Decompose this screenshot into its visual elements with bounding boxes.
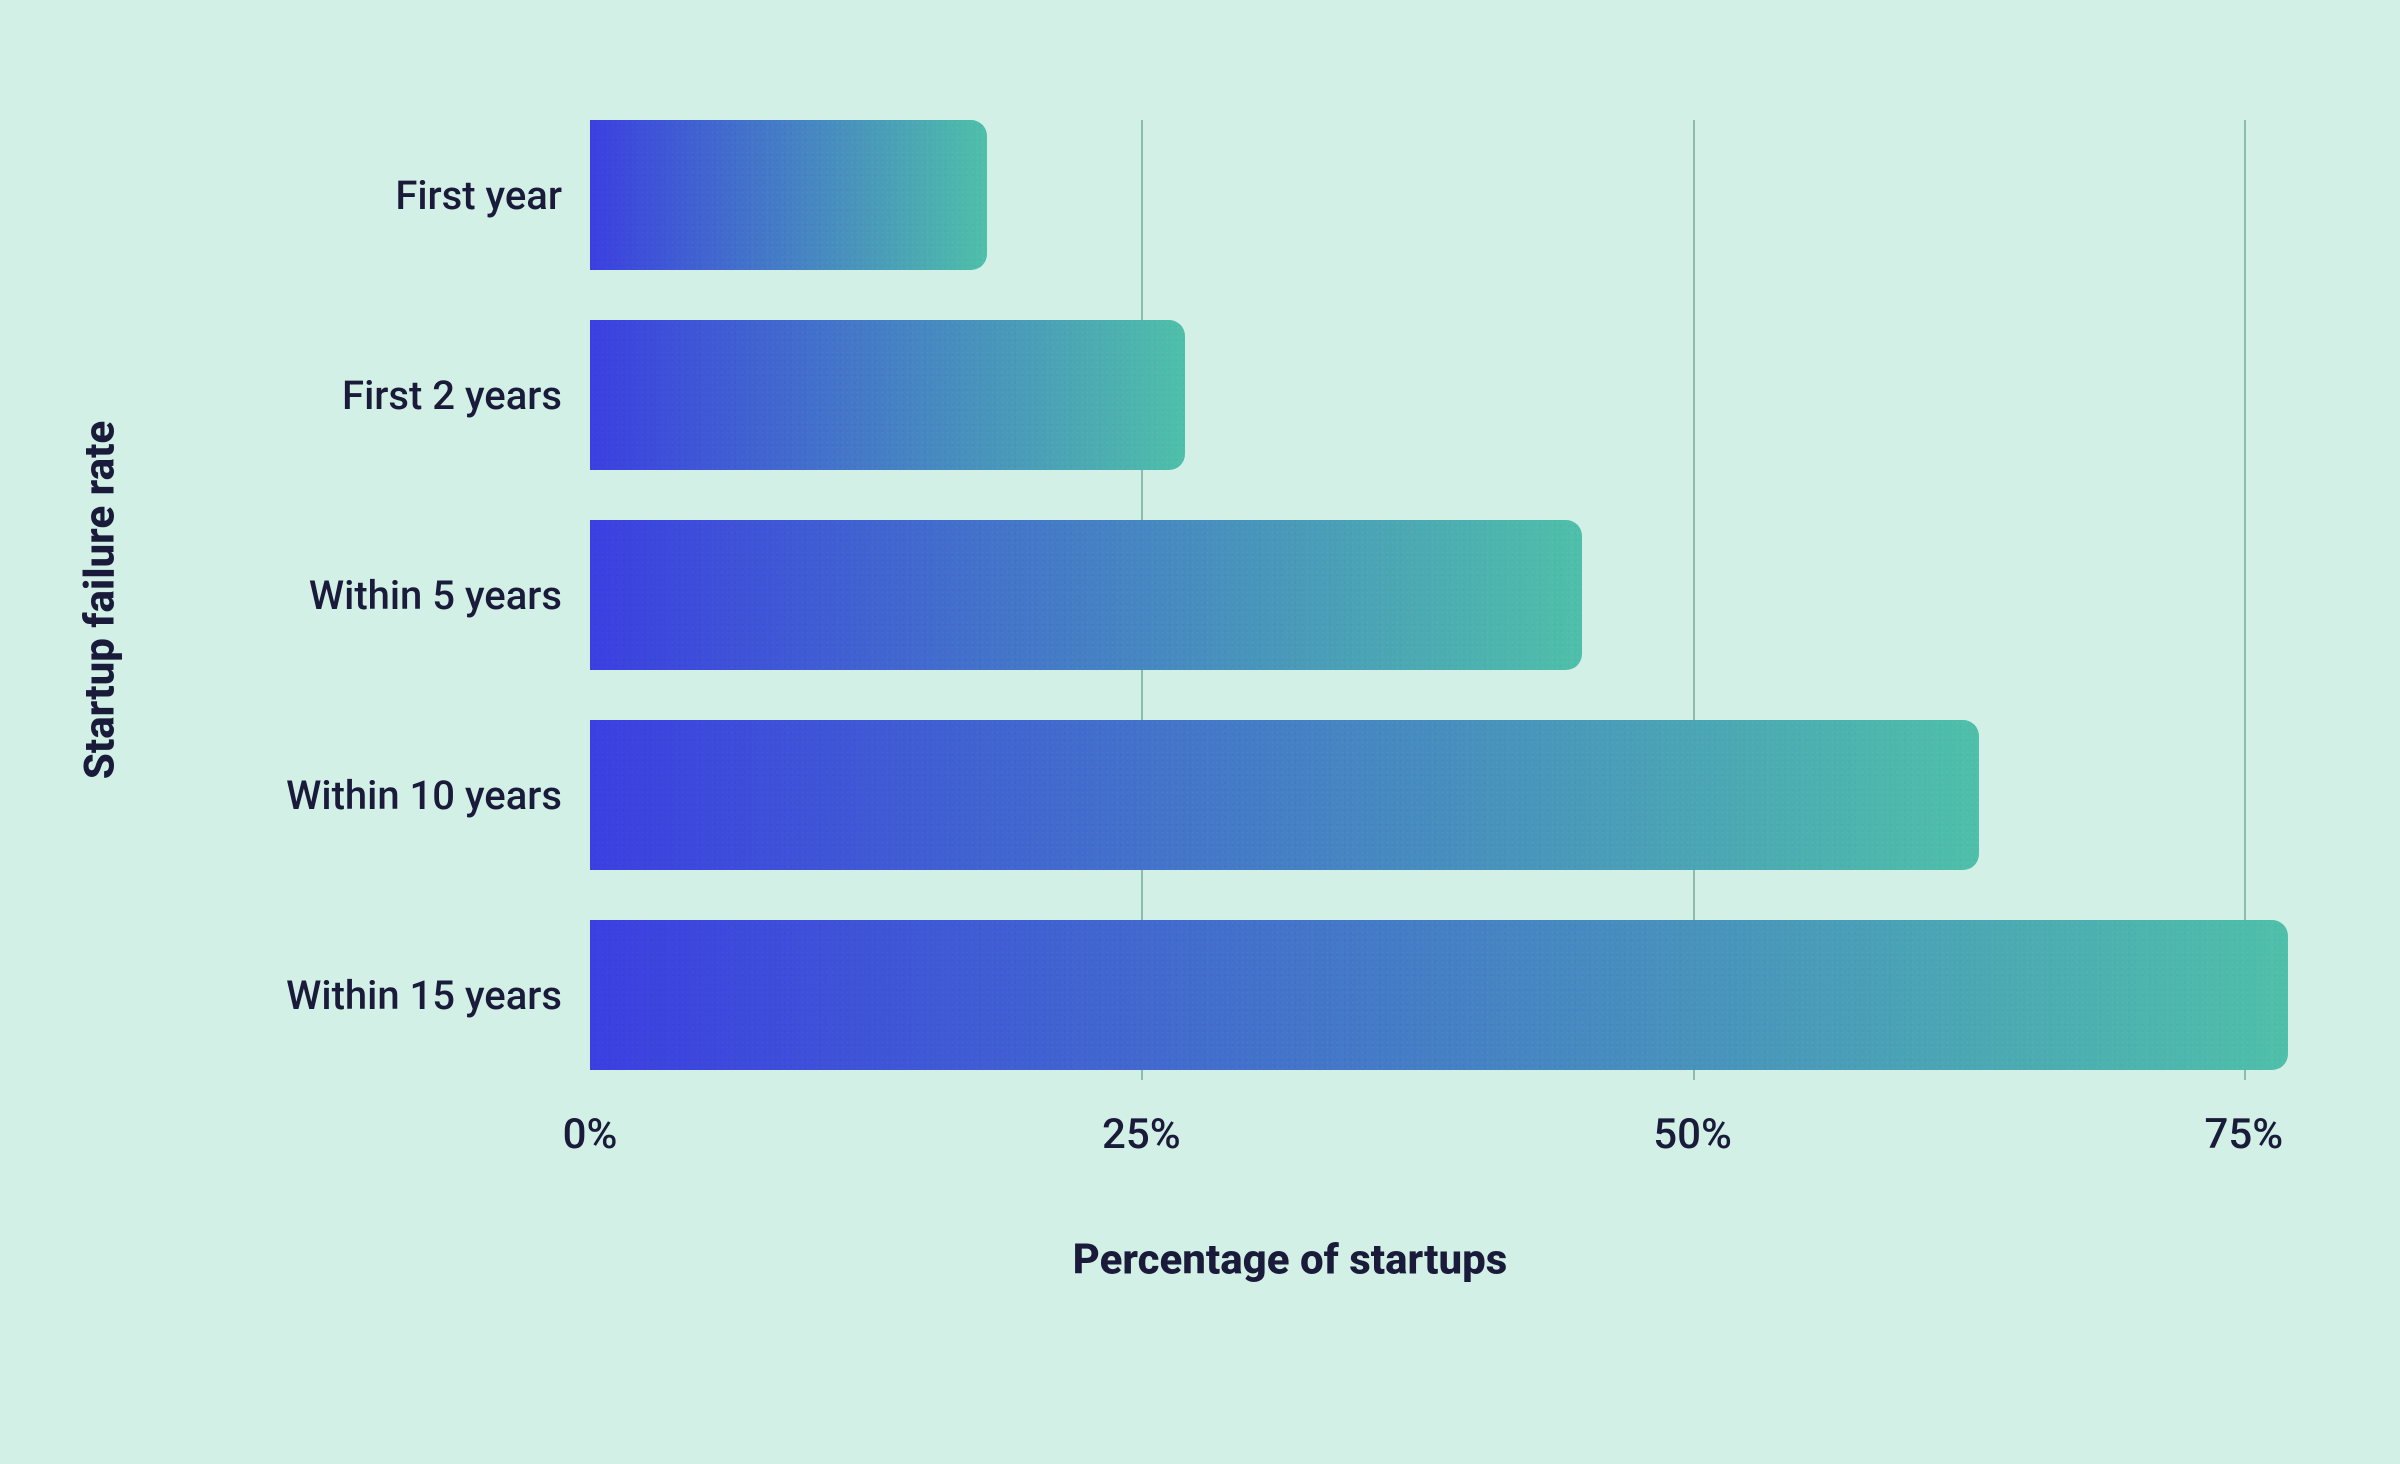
bar: [590, 920, 2288, 1070]
x-tick-label: 50%: [1653, 1110, 1732, 1159]
x-tick-label: 0%: [563, 1110, 618, 1159]
category-label: Within 15 years: [286, 972, 590, 1019]
bar-row: Within 15 years: [590, 920, 2310, 1070]
bar-row: First year: [590, 120, 2310, 270]
bar: [590, 120, 987, 270]
bar: [590, 520, 1582, 670]
category-label: First year: [395, 172, 590, 219]
bar-row: Within 5 years: [590, 520, 2310, 670]
x-tick-label: 75%: [2205, 1110, 2284, 1159]
bar: [590, 720, 1979, 870]
category-label: Within 5 years: [309, 572, 590, 619]
category-label: First 2 years: [342, 372, 590, 419]
bar-row: First 2 years: [590, 320, 2310, 470]
plot-area: First year First 2 years Within 5 years Wit…: [590, 120, 2310, 1080]
bar-row: Within 10 years: [590, 720, 2310, 870]
x-tick-label: 25%: [1102, 1110, 1181, 1159]
bar: [590, 320, 1185, 470]
y-axis-title: Startup failure rate: [76, 421, 125, 779]
x-axis-title: Percentage of startups: [1073, 1236, 1508, 1285]
chart-canvas: Startup failure rate Percentage of start…: [0, 0, 2400, 1464]
category-label: Within 10 years: [286, 772, 590, 819]
